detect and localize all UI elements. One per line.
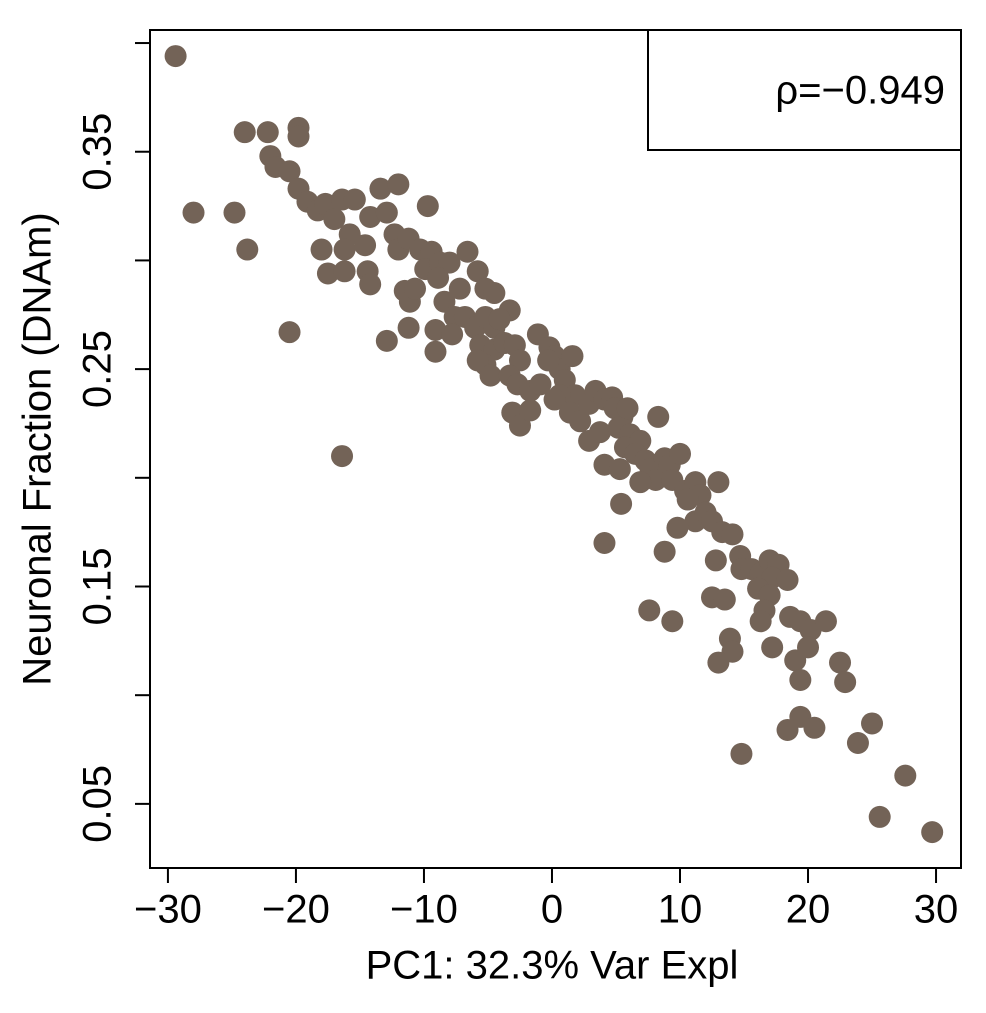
y-tick-label: 0.35: [76, 113, 120, 191]
point: [438, 251, 461, 274]
point: [616, 397, 639, 420]
point: [466, 349, 489, 372]
point: [608, 458, 631, 481]
point: [629, 471, 652, 494]
x-tick-label: −10: [390, 888, 458, 932]
point: [287, 125, 310, 148]
plot-frame: [149, 29, 962, 869]
point: [666, 516, 689, 539]
point: [483, 282, 506, 305]
point: [797, 636, 820, 659]
point: [323, 208, 346, 231]
x-tick-label: 10: [658, 888, 703, 932]
x-tick-label: 20: [786, 888, 831, 932]
point: [921, 821, 944, 844]
x-tick-label: −20: [262, 888, 330, 932]
y-tick-label: 0.25: [76, 330, 120, 408]
point: [369, 177, 392, 200]
annotation-box: [647, 29, 962, 151]
point: [182, 201, 205, 224]
point: [704, 549, 727, 572]
point: [223, 201, 246, 224]
point: [448, 277, 471, 300]
point: [359, 273, 382, 296]
point: [387, 173, 410, 196]
x-tick-label: 0: [541, 888, 563, 932]
point: [466, 260, 489, 283]
point: [561, 345, 584, 368]
point: [529, 373, 552, 396]
point: [427, 266, 450, 289]
point: [403, 277, 426, 300]
point: [424, 318, 447, 341]
point: [846, 732, 869, 755]
point: [749, 610, 772, 633]
point: [416, 195, 439, 218]
point: [668, 442, 691, 465]
point: [868, 805, 891, 828]
point: [721, 523, 744, 546]
point: [333, 260, 356, 283]
point: [834, 671, 857, 694]
point: [676, 488, 699, 511]
point: [278, 321, 301, 344]
point: [164, 45, 187, 68]
point: [519, 399, 542, 422]
point: [333, 238, 356, 261]
point: [707, 651, 730, 674]
point: [256, 121, 279, 144]
x-tick-label: −30: [134, 888, 202, 932]
point: [488, 308, 511, 331]
point: [236, 238, 259, 261]
point: [441, 323, 464, 346]
point: [894, 764, 917, 787]
point: [343, 188, 366, 211]
y-tick-label: 0.05: [76, 765, 120, 843]
point: [424, 340, 447, 363]
point: [479, 364, 502, 387]
point: [610, 492, 633, 515]
point: [593, 532, 616, 555]
point: [359, 205, 382, 228]
point: [233, 121, 256, 144]
y-tick-label: 0.15: [76, 548, 120, 626]
point: [713, 588, 736, 611]
point: [569, 410, 592, 433]
point: [278, 160, 301, 183]
point: [776, 568, 799, 591]
point: [661, 610, 684, 633]
point: [789, 668, 812, 691]
point: [829, 651, 852, 674]
point: [375, 201, 398, 224]
annotation: ρ=−0.949: [775, 69, 945, 113]
x-tick-label: 30: [914, 888, 959, 932]
point: [861, 712, 884, 735]
point: [814, 610, 837, 633]
point: [730, 742, 753, 765]
point: [354, 234, 377, 257]
point: [456, 240, 479, 263]
point: [331, 445, 354, 468]
point: [653, 540, 676, 563]
point: [316, 262, 339, 285]
point: [588, 421, 611, 444]
point: [761, 636, 784, 659]
point: [397, 316, 420, 339]
point: [707, 471, 730, 494]
x-axis-title: PC1: 32.3% Var Expl: [366, 944, 739, 988]
y-axis-title: Neuronal Fraction (DNAm): [16, 212, 60, 685]
point: [310, 238, 333, 261]
point: [375, 329, 398, 352]
point: [638, 599, 661, 622]
point: [647, 405, 670, 428]
point: [803, 716, 826, 739]
point: [543, 388, 566, 411]
point: [537, 349, 560, 372]
